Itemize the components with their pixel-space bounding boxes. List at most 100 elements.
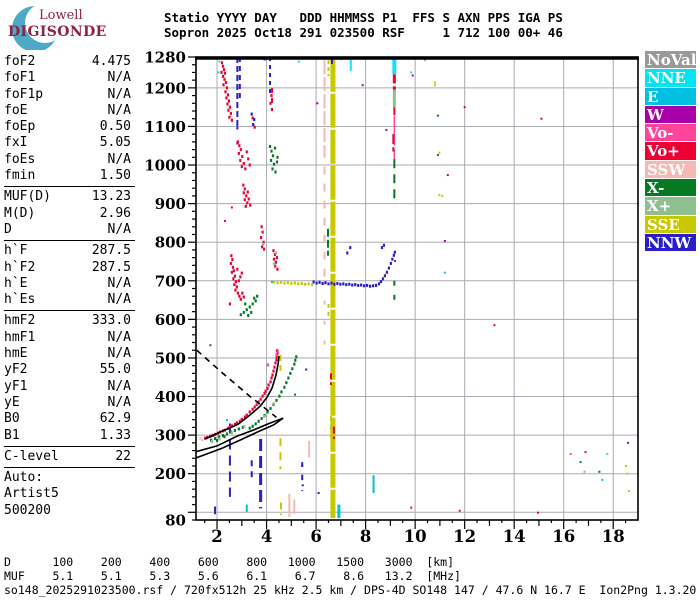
f-trace-sage bbox=[272, 402, 276, 406]
param-value: 13.23 bbox=[91, 189, 131, 205]
oblique-700km-olive bbox=[304, 282, 307, 286]
spread-f-green bbox=[256, 294, 259, 298]
upper-red-dots bbox=[270, 94, 273, 98]
spread-f-red bbox=[230, 254, 233, 258]
param-row: fmin 1.50 bbox=[4, 168, 131, 184]
spread-f-red bbox=[232, 269, 235, 273]
param-label: foF1 bbox=[4, 70, 36, 86]
doppler-direction-legend: NoVal NNE E W Vo- Vo+ SSW X- X+ SSE NNW bbox=[645, 51, 696, 252]
f-trace-x-mode bbox=[213, 437, 217, 441]
spread-f-red bbox=[229, 261, 233, 265]
param-row: foF1p N/A bbox=[4, 87, 131, 103]
oblique-700km-navy bbox=[381, 277, 385, 281]
spread-f-red-upper bbox=[274, 260, 278, 264]
f-trace-x-mode bbox=[241, 425, 244, 429]
noise-speck bbox=[438, 194, 441, 197]
x-axis-label: 18 bbox=[602, 527, 625, 546]
upper-green-1000km bbox=[274, 170, 277, 174]
oblique-700km-navy bbox=[315, 281, 318, 285]
f-trace-o-mode bbox=[275, 355, 278, 359]
spread-f-red-upper bbox=[275, 256, 279, 260]
f-trace-o-mode bbox=[257, 400, 260, 404]
noise-speck bbox=[217, 71, 220, 74]
legend-item-vo: Vo- bbox=[645, 124, 696, 142]
top-left-red-streaks bbox=[230, 118, 234, 122]
param-row: fxI 5.05 bbox=[4, 135, 131, 151]
noise-speck bbox=[584, 451, 587, 454]
upper-red-1000km bbox=[240, 165, 243, 169]
param-label: B0 bbox=[4, 411, 20, 427]
param-row: Auto: bbox=[4, 470, 131, 486]
x-axis-label: 12 bbox=[453, 527, 476, 546]
param-label: h`E bbox=[4, 275, 28, 291]
param-row: hmE N/A bbox=[4, 346, 131, 362]
f-trace-o-mode bbox=[263, 391, 266, 395]
top-left-red-streaks bbox=[221, 64, 225, 68]
oblique-700km-navy bbox=[379, 280, 383, 284]
param-value: N/A bbox=[107, 394, 131, 410]
oblique-700km-navy bbox=[357, 283, 360, 287]
header-column-titles: Statio YYYY DAY DDD HHMMSS P1 FFS S AXN … bbox=[164, 10, 563, 25]
param-row: h`E N/A bbox=[4, 276, 131, 292]
spread-f-red bbox=[238, 294, 241, 298]
upper-red-1000km bbox=[239, 158, 242, 162]
upper-navy-dots bbox=[250, 112, 253, 116]
spread-f-green bbox=[244, 302, 247, 306]
oblique-700km-navy bbox=[368, 284, 372, 288]
param-row: Artist5 bbox=[4, 486, 131, 502]
noise-speck bbox=[493, 324, 496, 327]
upper-red-900km bbox=[246, 201, 249, 205]
f-trace-o-mode bbox=[240, 417, 243, 421]
f-trace-o-mode bbox=[238, 419, 241, 423]
param-row: hmF1 N/A bbox=[4, 330, 131, 346]
noise-speck bbox=[443, 240, 446, 243]
noise-speck bbox=[458, 509, 461, 512]
upper-red-dots bbox=[269, 101, 272, 105]
noise-speck bbox=[446, 174, 449, 177]
oblique-700km-navy bbox=[371, 284, 375, 288]
f-trace-x-mode bbox=[294, 358, 297, 362]
param-group: foF2 4.475 foF1 N/A foF1p N/A foE N/A foEp 0.50 fx… bbox=[4, 54, 136, 184]
param-label: M(D) bbox=[4, 205, 36, 221]
noise-speck bbox=[301, 484, 304, 487]
crescent-logo-icon bbox=[12, 3, 65, 50]
f-trace-o-mode bbox=[261, 394, 264, 398]
spread-f-red bbox=[232, 277, 235, 281]
param-label: Artist5 bbox=[4, 486, 59, 502]
upper-red-1000km bbox=[236, 140, 239, 144]
f-trace-pink bbox=[275, 353, 278, 357]
noise-speck bbox=[294, 393, 297, 396]
footer: D 100 200 400 600 800 1000 1500 3000 [km… bbox=[4, 555, 696, 597]
param-group: h`F 287.5 h`F2 287.5 h`E N/A h`Es N/A bbox=[4, 243, 136, 308]
noise-speck bbox=[628, 490, 631, 493]
param-label: foEp bbox=[4, 119, 36, 135]
param-label: B1 bbox=[4, 427, 20, 443]
param-label: h`F bbox=[4, 243, 28, 259]
spread-f-green bbox=[253, 296, 256, 300]
param-value: N/A bbox=[107, 221, 131, 237]
upper-red-900km bbox=[242, 183, 245, 187]
spread-f-red bbox=[228, 302, 232, 306]
oblique-700km-olive bbox=[272, 280, 276, 284]
noise-speck bbox=[305, 368, 308, 371]
noise-speck bbox=[230, 206, 233, 209]
spread-f-red bbox=[241, 291, 244, 295]
oblique-700km-navy bbox=[360, 283, 363, 287]
param-value: 5.05 bbox=[99, 135, 131, 151]
noise-speck bbox=[411, 74, 414, 77]
oblique-700km-navy bbox=[387, 266, 390, 270]
f-trace-x-mode bbox=[223, 435, 226, 439]
f-trace-o-mode bbox=[230, 424, 234, 428]
x-axis-label: 6 bbox=[310, 527, 321, 546]
noise-speck bbox=[199, 437, 202, 440]
oblique-700km-olive bbox=[300, 281, 303, 285]
y-axis-label: 400 bbox=[155, 388, 186, 406]
upper-red-900km bbox=[243, 198, 246, 202]
f-trace-o-mode bbox=[274, 361, 277, 365]
param-group: hmF2 333.0 hmF1 N/A hmE N/A yF2 55.0 yF1 N/A yE N/A… bbox=[4, 313, 136, 443]
param-value: 62.9 bbox=[99, 411, 131, 427]
spread-f-red-upper bbox=[272, 249, 275, 253]
legend-item-nne: NNE bbox=[645, 69, 696, 87]
spread-f-red bbox=[231, 258, 234, 262]
upper-green-1000km bbox=[276, 155, 279, 159]
